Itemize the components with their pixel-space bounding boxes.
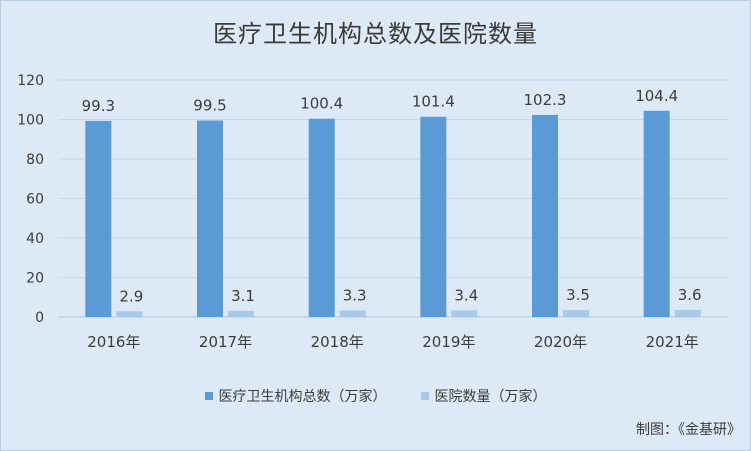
y-axis-tick-labels: 0 20 40 60 80 100 120 <box>17 73 44 326</box>
bar-hospital <box>339 310 366 317</box>
y-tick-label: 40 <box>26 231 44 247</box>
data-label-total: 104.4 <box>635 87 678 105</box>
bar-total <box>532 114 558 318</box>
bars <box>85 110 701 318</box>
data-label-total: 99.3 <box>82 97 115 115</box>
data-label-total: 100.4 <box>300 95 343 113</box>
bar-total <box>420 116 447 317</box>
data-label-hospital: 3.1 <box>231 287 255 305</box>
data-label-hospital: 2.9 <box>119 287 143 305</box>
data-label-hospital: 3.5 <box>566 286 590 304</box>
x-tick-label: 2018年 <box>311 333 364 351</box>
data-label-total: 99.5 <box>193 96 226 114</box>
legend-item-total: 医疗卫生机构总数（万家） <box>204 386 387 406</box>
data-label-hospital: 3.4 <box>454 286 478 304</box>
legend-swatch-total <box>204 392 213 400</box>
bar-hospital <box>228 310 254 317</box>
legend-label-total: 医疗卫生机构总数（万家） <box>218 389 387 405</box>
chart-title: 医疗卫生机构总数及医院数量 <box>213 20 538 48</box>
data-labels: 99.3 2.9 99.5 3.1 100.4 3.3 101.4 3.4 102.3 3.5 10… <box>82 87 702 305</box>
bar-hospital <box>674 309 701 317</box>
x-tick-label: 2021年 <box>646 333 699 351</box>
data-label-hospital: 3.6 <box>678 286 702 304</box>
bar-total <box>308 118 335 318</box>
x-tick-label: 2019年 <box>422 333 475 351</box>
y-tick-label: 120 <box>17 73 44 89</box>
y-tick-label: 20 <box>26 271 44 287</box>
bar-total <box>85 120 112 317</box>
bar-total <box>197 120 223 317</box>
x-tick-label: 2017年 <box>199 333 252 351</box>
legend: 医疗卫生机构总数（万家） 医院数量（万家） <box>0 386 751 406</box>
x-tick-label: 2016年 <box>87 333 140 351</box>
bar-hospital <box>451 310 478 317</box>
y-tick-label: 80 <box>26 152 44 168</box>
bar-total <box>643 110 670 317</box>
data-label-total: 102.3 <box>524 91 567 109</box>
bar-hospital <box>116 311 143 317</box>
x-axis-tick-labels: 2016年 2017年 2018年 2019年 2020年 2021年 <box>87 333 699 351</box>
data-label-total: 101.4 <box>412 93 455 111</box>
legend-label-hospital: 医院数量（万家） <box>434 389 547 405</box>
data-label-hospital: 3.3 <box>343 286 367 304</box>
y-tick-label: 0 <box>35 310 44 326</box>
bar-hospital <box>563 310 589 317</box>
gridlines <box>58 79 728 318</box>
legend-swatch-hospital <box>420 392 429 400</box>
x-tick-label: 2020年 <box>534 333 587 351</box>
y-tick-label: 100 <box>17 113 44 129</box>
y-tick-label: 60 <box>26 192 44 208</box>
source-credit: 制图：《金基研》 <box>636 422 741 438</box>
legend-item-hospital: 医院数量（万家） <box>420 386 547 406</box>
